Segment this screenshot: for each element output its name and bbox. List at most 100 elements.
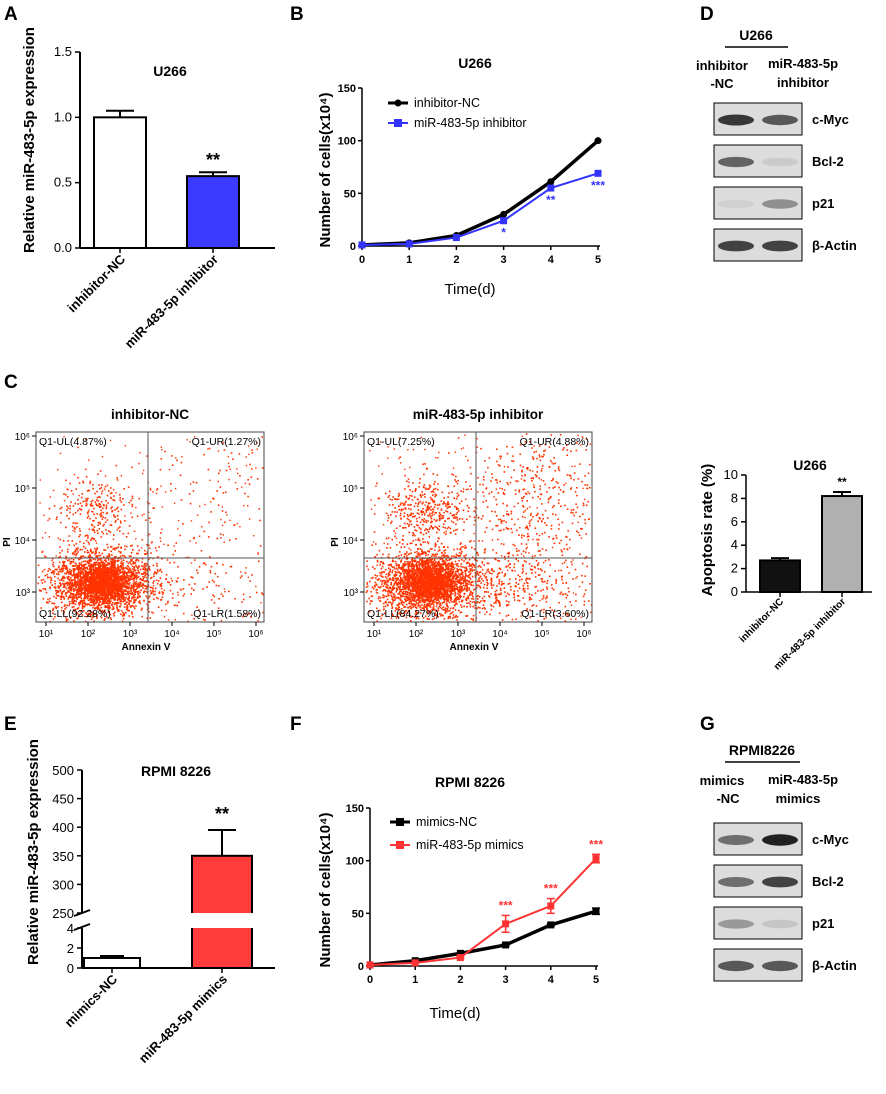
band-label: c-Myc <box>812 832 849 847</box>
quadrant-ur-label: Q1-UR(1.27%) <box>192 436 261 448</box>
xtick-label: 10⁶ <box>576 629 591 640</box>
significance-mark: ** <box>215 804 229 824</box>
ytick-label: 0 <box>67 961 74 976</box>
ytick-label: 10³ <box>344 588 359 599</box>
figure: A B D C E F G U266 Relative miR-483-5p e… <box>0 0 886 1094</box>
ytick-label: 10⁵ <box>15 484 30 495</box>
chart-b-title: U266 <box>458 55 492 71</box>
flow-title: inhibitor-NC <box>111 407 189 422</box>
western-blot-u266: U266 inhibitor -NC miR-483-5p inhibitor … <box>696 27 857 261</box>
data-point <box>367 961 374 968</box>
ytick-label: 10⁶ <box>15 432 30 443</box>
ytick-label: 6 <box>731 514 738 529</box>
xtick-label: 0 <box>367 974 373 986</box>
ytick-label: 0.5 <box>54 175 72 190</box>
significance-mark: ** <box>546 193 556 207</box>
xtick-label: 3 <box>503 974 509 986</box>
significance-mark: *** <box>499 898 513 912</box>
xtick-label: 5 <box>593 974 599 986</box>
chart-a-title: U266 <box>153 63 187 79</box>
xtick-label: 10¹ <box>39 629 54 640</box>
bar <box>94 117 146 248</box>
series-line <box>370 911 596 965</box>
data-point <box>502 941 509 948</box>
xtick-label: 10³ <box>123 629 138 640</box>
chart-e-title: RPMI 8226 <box>141 763 211 779</box>
band-label: Bcl-2 <box>812 154 844 169</box>
xtick-label: 2 <box>453 254 459 266</box>
bar <box>760 560 800 592</box>
ytick-label: 10 <box>724 467 738 482</box>
ytick-label: 10⁵ <box>343 484 358 495</box>
data-point <box>547 921 554 928</box>
panel-label-c: C <box>4 372 18 393</box>
ytick-label: 150 <box>346 803 364 815</box>
ytick-label: 50 <box>352 908 364 920</box>
bar <box>822 496 862 592</box>
category-label: miR-483-5p inhibitor <box>122 252 221 351</box>
chart-c-ylabel: Apoptosis rate (%) <box>699 464 716 597</box>
significance-mark: * <box>501 226 506 240</box>
category-label: inhibitor-NC <box>64 251 128 315</box>
panel-label-d: D <box>700 4 714 25</box>
blot-g-lane2-a: miR-483-5p <box>768 772 838 787</box>
ytick-label: 4 <box>67 921 74 936</box>
chart-f-title: RPMI 8226 <box>435 774 505 790</box>
chart-f-ylabel: Number of cells(x10⁴) <box>317 813 334 968</box>
data-point <box>595 137 602 144</box>
bar-chart-u266-apoptosis: U266 Apoptosis rate (%) 0 2 4 6 8 10 inhibito… <box>699 457 872 672</box>
flow-title: miR-483-5p inhibitor <box>413 407 544 422</box>
chart-b-legend: inhibitor-NC miR-483-5p inhibitor <box>388 96 527 130</box>
blot-d-lane1-a: inhibitor <box>696 58 748 73</box>
data-point <box>593 908 600 915</box>
ytick-label: 4 <box>731 537 738 552</box>
xtick-label: 5 <box>595 254 601 266</box>
blot-g-cell-line: RPMI8226 <box>729 742 795 758</box>
xtick-label: 10³ <box>451 629 466 640</box>
xtick-label: 10² <box>409 629 424 640</box>
ytick-label: 150 <box>338 83 356 95</box>
flow-ylabel: PI <box>2 537 13 547</box>
blot-d-lane1-b: -NC <box>710 76 734 91</box>
significance-mark: *** <box>591 178 605 192</box>
data-point <box>453 234 460 241</box>
band <box>718 961 754 971</box>
xtick-label: 3 <box>501 254 507 266</box>
axis-break <box>190 913 254 928</box>
chart-f-xlabel: Time(d) <box>429 1005 480 1022</box>
legend-b-2: miR-483-5p inhibitor <box>414 116 527 130</box>
data-point <box>412 959 419 966</box>
panel-label-g: G <box>700 714 715 735</box>
flow-xlabel: Annexin V <box>450 642 499 653</box>
category-label: miR-483-5p mimics <box>136 972 230 1066</box>
data-point <box>406 240 413 247</box>
ytick-label: 0 <box>731 584 738 599</box>
legend-b-1: inhibitor-NC <box>414 96 480 110</box>
xtick-label: 10⁵ <box>206 629 221 640</box>
significance-mark: ** <box>837 475 847 489</box>
legend-f-2: miR-483-5p mimics <box>416 838 524 852</box>
xtick-label: 2 <box>457 974 463 986</box>
ytick-label: 500 <box>52 763 74 778</box>
chart-c-title: U266 <box>793 457 827 473</box>
bar <box>192 856 252 968</box>
quadrant-lr-label: Q1-LR(3.60%) <box>521 608 589 620</box>
chart-a-ylabel: Relative miR-483-5p expression <box>21 27 38 253</box>
line-chart-rpmi-growth: RPMI 8226 Number of cells(x10⁴) Time(d) … <box>317 774 603 1022</box>
panel-label-f: F <box>290 714 302 735</box>
ytick-label: 100 <box>338 136 356 148</box>
ytick-label: 1.0 <box>54 109 72 124</box>
ytick-label: 10³ <box>16 588 31 599</box>
quadrant-ul-label: Q1-UL(7.25%) <box>367 436 435 448</box>
flow-xlabel: Annexin V <box>122 642 171 653</box>
series-line <box>362 173 598 245</box>
chart-f-legend: mimics-NC miR-483-5p mimics <box>390 815 524 852</box>
ytick-label: 2 <box>67 941 74 956</box>
band <box>718 115 754 126</box>
xtick-label: 0 <box>359 254 365 266</box>
data-point <box>547 185 554 192</box>
quadrant-ur-label: Q1-UR(4.88%) <box>520 436 589 448</box>
ytick-label: 400 <box>52 820 74 835</box>
ytick-label: 8 <box>731 490 738 505</box>
blot-d-lane2-a: miR-483-5p <box>768 56 838 71</box>
